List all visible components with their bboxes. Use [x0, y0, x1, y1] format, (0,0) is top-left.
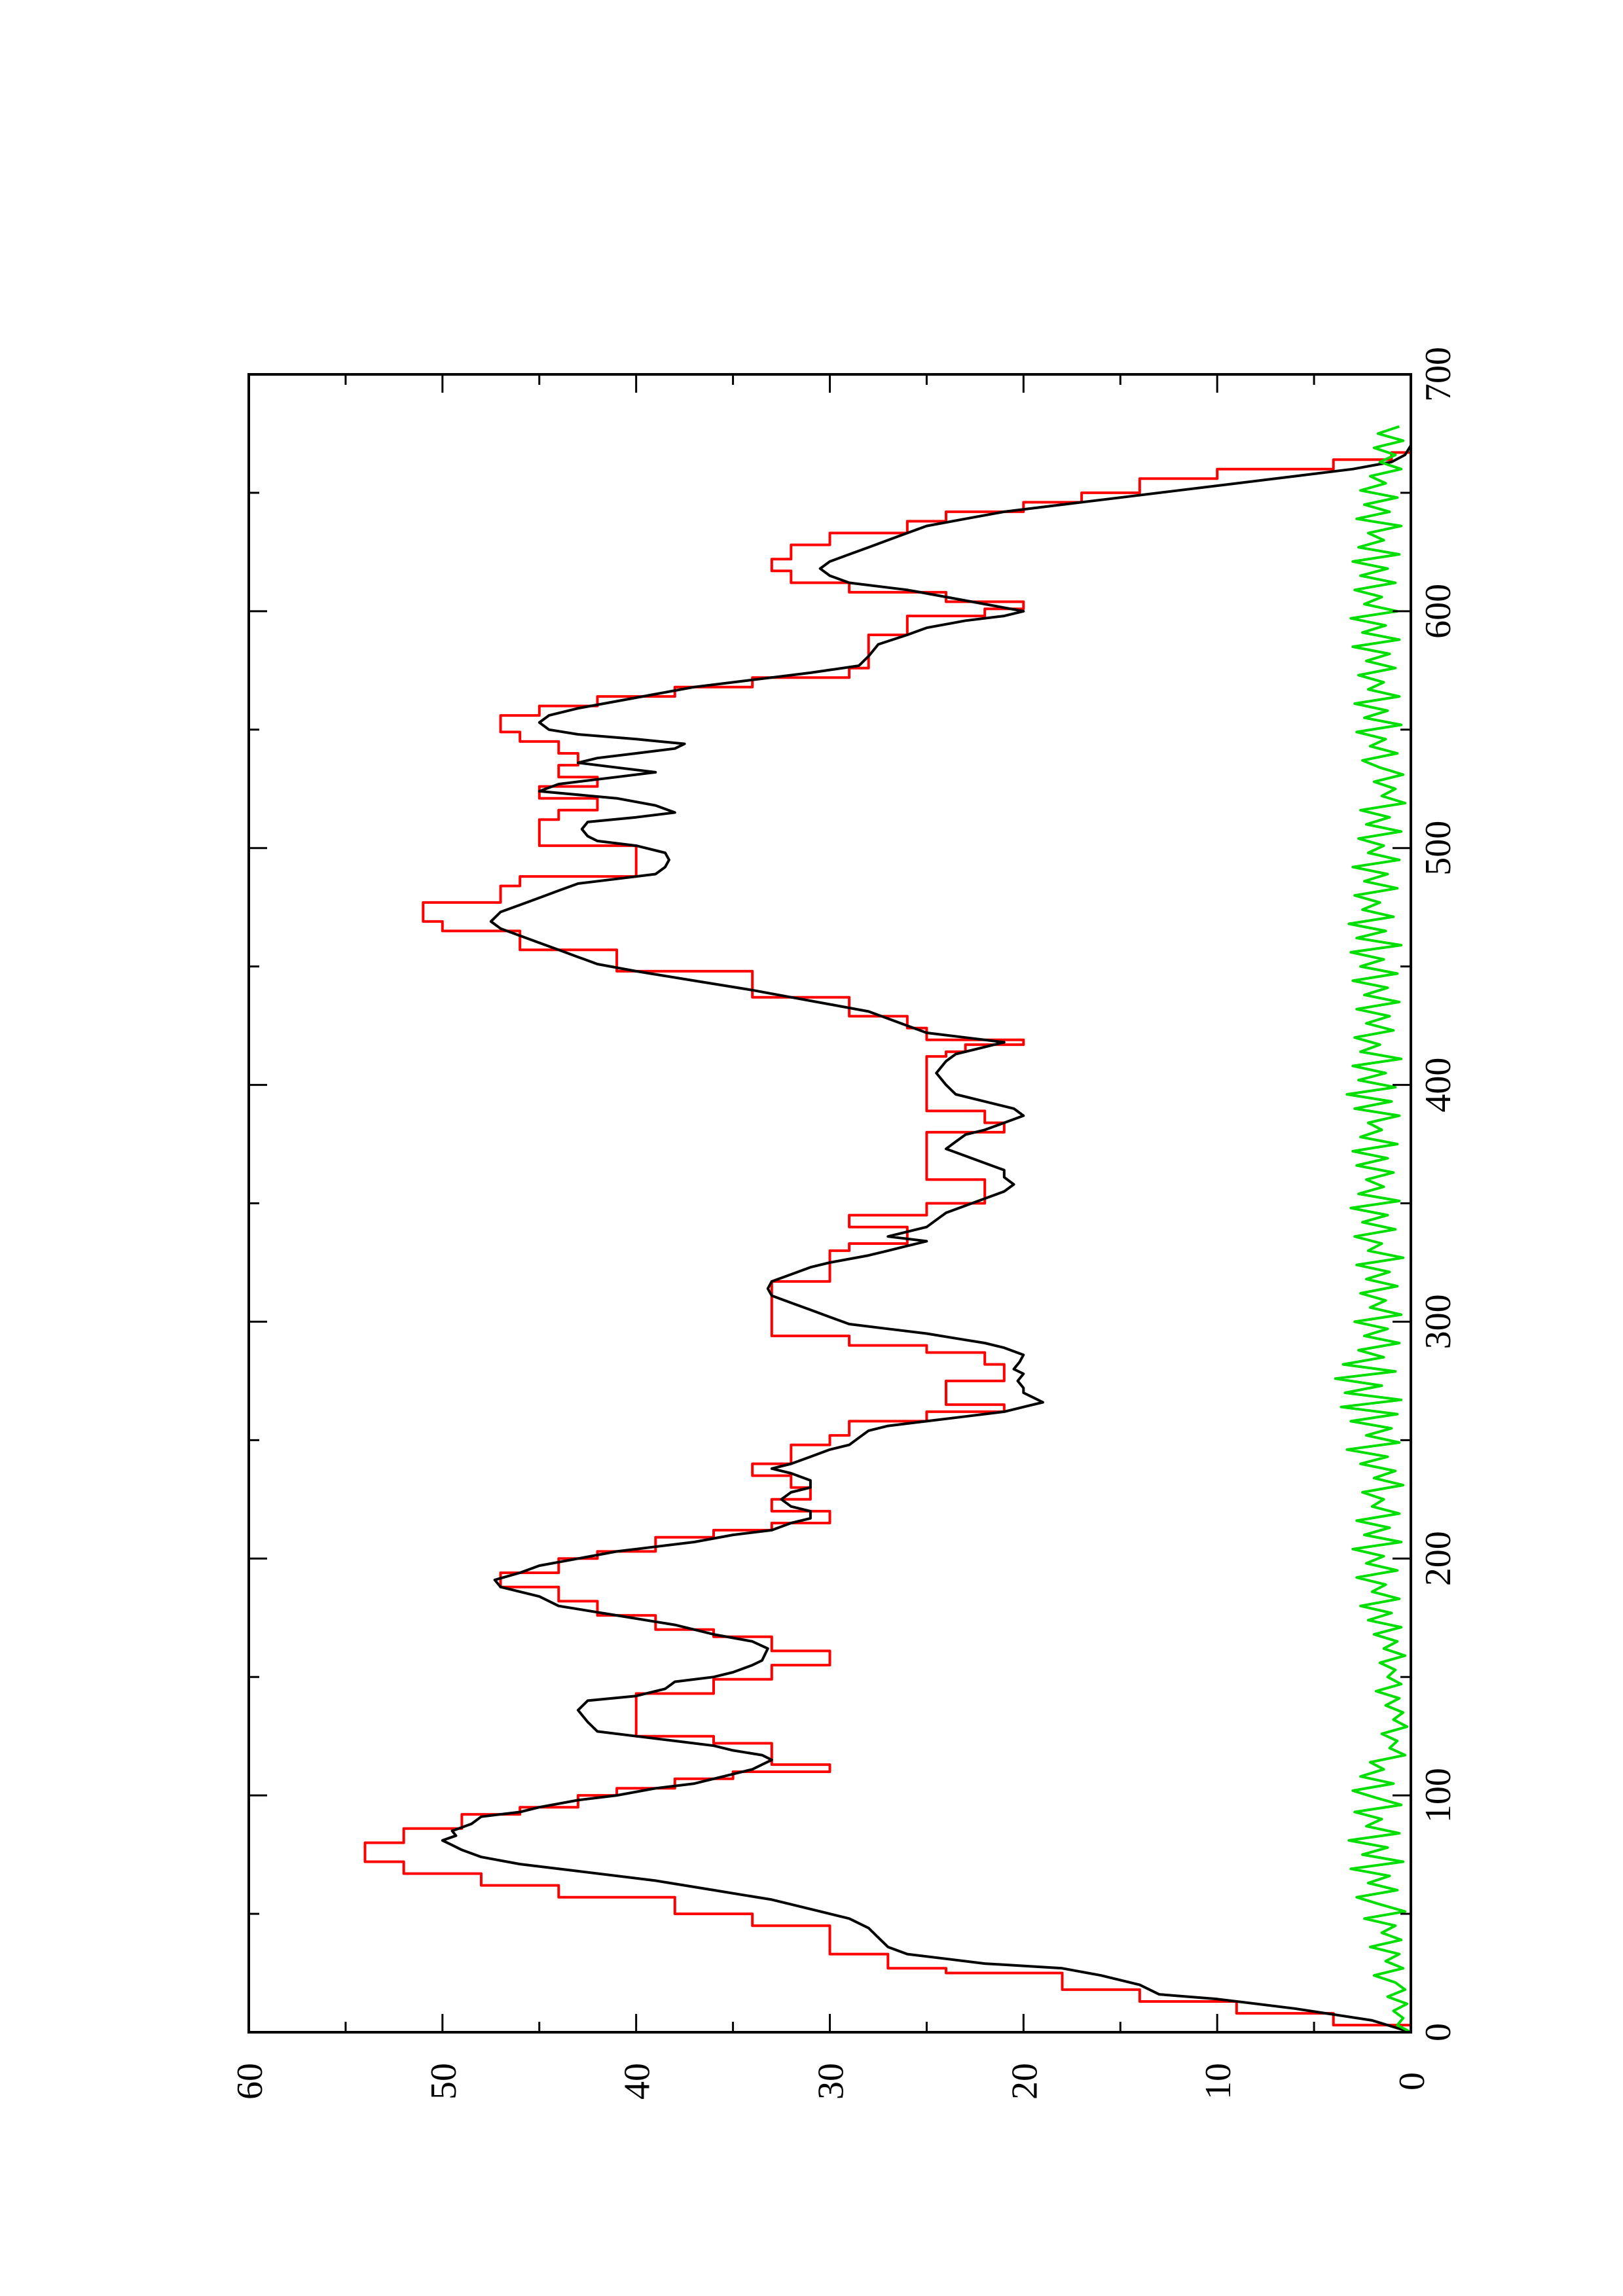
x-tick-label: 600: [1418, 584, 1459, 639]
x-tick-label: 400: [1418, 1058, 1459, 1113]
black-series-line: [441, 444, 1412, 2034]
y-tick-label: 20: [1004, 2063, 1045, 2100]
ticks-layer: [247, 373, 1412, 2034]
plot-frame: [247, 373, 1412, 2034]
x-tick-label: 100: [1418, 1768, 1459, 1823]
y-tick-label: 40: [617, 2063, 658, 2100]
x-tick-label: 200: [1418, 1531, 1459, 1586]
x-tick-label: 700: [1418, 347, 1459, 402]
series-layer: [363, 425, 1412, 2034]
red-series-line: [363, 440, 1412, 2032]
green-series-line: [1334, 425, 1412, 2034]
tick-labels-layer: 0 100 200 300 400 500 600 700 0 10 20 30 40 50 60: [230, 347, 1459, 2100]
y-tick-label: 30: [811, 2063, 852, 2100]
y-tick-label: 10: [1198, 2063, 1239, 2100]
x-tick-label: 500: [1418, 821, 1459, 876]
x-tick-label: 300: [1418, 1294, 1459, 1349]
y-tick-label: 50: [424, 2063, 464, 2100]
y-tick-label: 60: [230, 2063, 270, 2100]
y-tick-label: 0: [1392, 2072, 1432, 2090]
x-tick-label: 0: [1418, 2023, 1459, 2041]
